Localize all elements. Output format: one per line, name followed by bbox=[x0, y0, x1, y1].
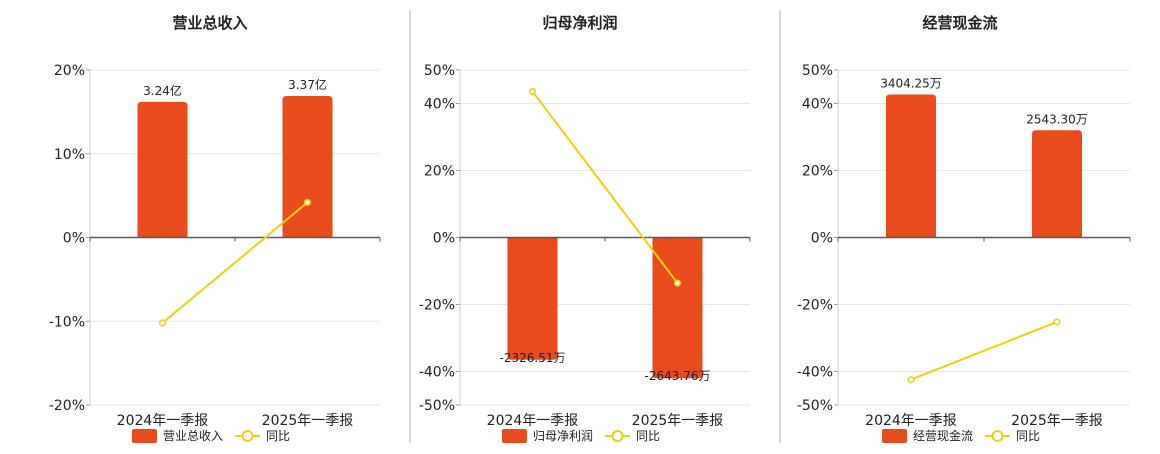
yoy-point bbox=[907, 375, 915, 384]
y-tick-label: -50% bbox=[797, 398, 833, 414]
y-tick-label: -50% bbox=[419, 398, 455, 414]
yoy-line bbox=[531, 90, 679, 284]
yoy-point bbox=[528, 87, 537, 95]
x-tick-label: 2025年一季报 bbox=[262, 413, 354, 429]
y-tick-label: -20% bbox=[419, 298, 455, 314]
legend-bar-swatch bbox=[502, 429, 527, 443]
yoy-point bbox=[1053, 318, 1061, 326]
bar-data-label: 3404.25万 bbox=[880, 76, 942, 90]
legend-bar-swatch bbox=[882, 429, 907, 443]
y-tick-label: 0% bbox=[811, 231, 833, 247]
y-tick-label: 50% bbox=[802, 63, 833, 79]
legend-line-marker bbox=[611, 430, 624, 442]
legend-bar-label: 营业总收入 bbox=[163, 429, 223, 443]
yoy-point bbox=[158, 319, 167, 327]
chart-title: 归母净利润 bbox=[542, 14, 617, 32]
bar-data-label: 3.37亿 bbox=[288, 77, 327, 92]
x-tick-label: 2024年一季报 bbox=[865, 413, 957, 429]
x-tick-label: 2025年一季报 bbox=[1011, 413, 1103, 429]
yoy-line bbox=[161, 201, 309, 324]
bar-data-label: 3.24亿 bbox=[143, 83, 182, 98]
legend-bar-swatch bbox=[132, 429, 157, 443]
bar bbox=[1032, 130, 1082, 238]
y-tick-label: 40% bbox=[802, 97, 833, 113]
y-tick-label: 20% bbox=[424, 164, 455, 180]
y-tick-label: 50% bbox=[424, 63, 455, 79]
legend-line-marker bbox=[991, 430, 1004, 442]
legend-line-label: 同比 bbox=[1016, 429, 1040, 443]
bar-data-label: -2326.51万 bbox=[500, 351, 566, 365]
y-tick-label: -40% bbox=[419, 365, 455, 381]
yoy-point bbox=[673, 279, 682, 287]
bar bbox=[137, 101, 188, 238]
y-tick-label: 20% bbox=[802, 164, 833, 180]
x-tick-label: 2024年一季报 bbox=[487, 413, 579, 429]
bar-data-label: -2643.76万 bbox=[645, 369, 711, 383]
bar bbox=[886, 94, 936, 238]
bar bbox=[507, 237, 558, 360]
legend-bar-label: 归母净利润 bbox=[533, 429, 593, 443]
yoy-line bbox=[910, 320, 1058, 381]
y-tick-label: 20% bbox=[54, 63, 85, 79]
chart-title: 经营现金流 bbox=[922, 14, 997, 32]
y-tick-label: 0% bbox=[63, 231, 85, 247]
legend-line-label: 同比 bbox=[636, 429, 660, 443]
x-tick-label: 2024年一季报 bbox=[117, 413, 209, 429]
y-tick-label: 0% bbox=[433, 231, 455, 247]
y-tick-label: 40% bbox=[424, 97, 455, 113]
bar bbox=[652, 237, 703, 379]
legend-bar-label: 经营现金流 bbox=[913, 428, 973, 443]
chart-title: 营业总收入 bbox=[172, 14, 247, 32]
y-tick-label: -10% bbox=[49, 314, 85, 330]
y-tick-label: 10% bbox=[54, 147, 85, 163]
legend-line-marker bbox=[241, 430, 254, 442]
legend-line-label: 同比 bbox=[266, 429, 290, 443]
yoy-point bbox=[303, 198, 312, 206]
y-tick-label: -20% bbox=[49, 398, 85, 414]
y-tick-label: -40% bbox=[797, 365, 833, 381]
y-tick-label: -20% bbox=[797, 298, 833, 314]
bar bbox=[282, 95, 333, 238]
x-tick-label: 2025年一季报 bbox=[632, 413, 724, 429]
bar-data-label: 2543.30万 bbox=[1026, 112, 1088, 126]
